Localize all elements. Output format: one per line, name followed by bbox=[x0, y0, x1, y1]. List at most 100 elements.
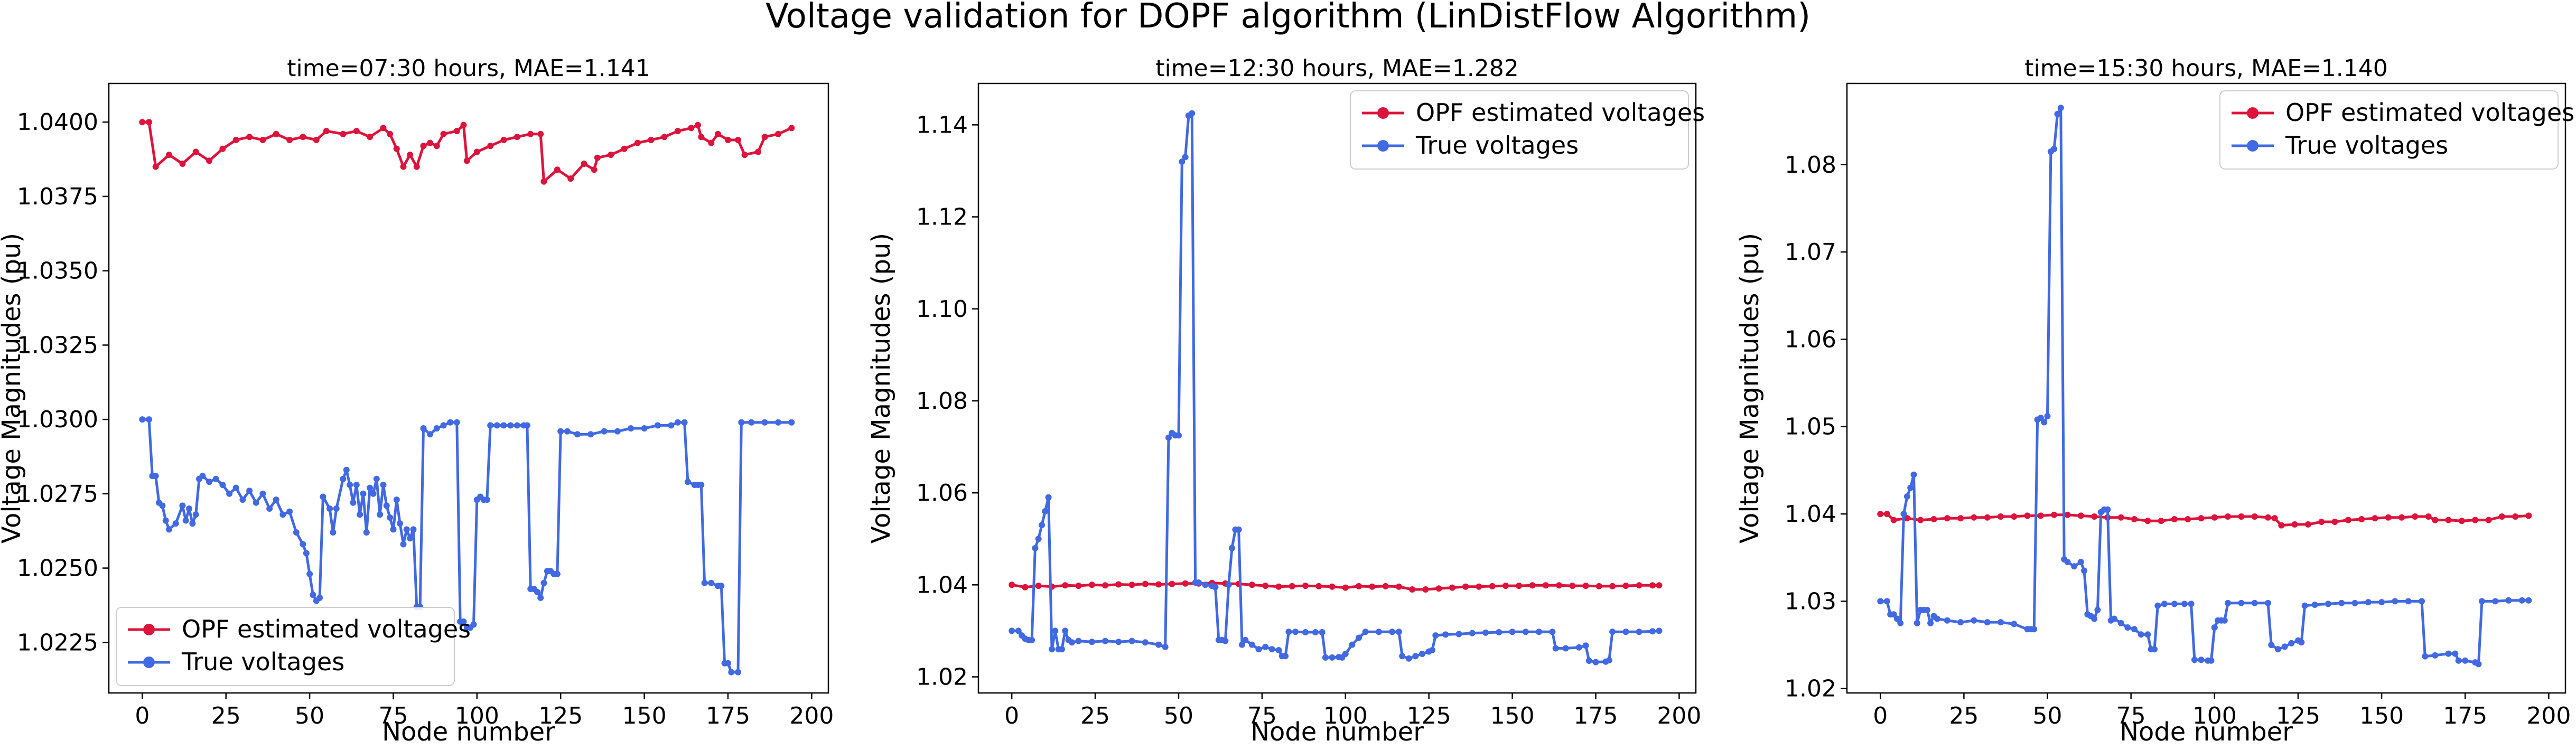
data-point bbox=[1115, 581, 1122, 588]
data-point bbox=[1395, 629, 1402, 635]
data-point bbox=[2041, 419, 2048, 426]
x-tick-label: 150 bbox=[1490, 702, 1535, 729]
data-point bbox=[1235, 526, 1242, 533]
data-point bbox=[1957, 619, 1964, 626]
data-point bbox=[2238, 513, 2245, 520]
series-opf-estimated bbox=[139, 119, 795, 185]
data-point bbox=[1302, 583, 1309, 589]
data-point bbox=[674, 128, 681, 135]
data-point bbox=[1582, 642, 1589, 649]
x-tick-label: 25 bbox=[211, 702, 241, 729]
series-true-voltages bbox=[139, 416, 795, 676]
x-tick-label: 50 bbox=[1164, 702, 1193, 729]
data-point bbox=[1649, 628, 1656, 635]
data-point bbox=[403, 526, 410, 533]
series-line bbox=[1880, 512, 2529, 527]
data-point bbox=[1924, 606, 1930, 613]
x-tick-label: 200 bbox=[2526, 702, 2571, 729]
chart-panel-3: time=15:30 hours, MAE=1.140 0 25 50 75 100 125… bbox=[1735, 55, 2574, 747]
x-tick-label: 25 bbox=[1080, 702, 1110, 729]
data-point bbox=[2525, 597, 2532, 604]
data-point bbox=[179, 502, 186, 509]
legend-entry: True voltages bbox=[181, 648, 344, 676]
data-point bbox=[591, 166, 598, 173]
data-point bbox=[2288, 640, 2295, 646]
data-point bbox=[1049, 646, 1055, 653]
data-point bbox=[2154, 602, 2161, 609]
data-point bbox=[1910, 471, 1917, 478]
series-opf-estimated bbox=[1877, 511, 2532, 529]
data-point bbox=[2181, 601, 2188, 607]
data-point bbox=[1045, 494, 1052, 501]
data-point bbox=[162, 517, 169, 524]
x-tick-label: 175 bbox=[2443, 702, 2487, 729]
x-tick-label: 0 bbox=[1004, 702, 1019, 729]
data-point bbox=[567, 175, 574, 182]
legend-marker bbox=[143, 624, 155, 635]
data-point bbox=[387, 130, 394, 137]
data-point bbox=[1944, 617, 1950, 624]
data-point bbox=[440, 422, 447, 429]
data-point bbox=[527, 130, 534, 137]
data-point bbox=[239, 496, 246, 503]
data-point bbox=[473, 148, 480, 155]
data-point bbox=[654, 422, 661, 429]
data-point bbox=[1649, 582, 1656, 589]
data-point bbox=[1971, 514, 1977, 521]
data-point bbox=[537, 594, 544, 601]
data-point bbox=[748, 419, 755, 426]
data-point bbox=[614, 428, 621, 435]
data-point bbox=[2385, 514, 2392, 521]
series-line bbox=[142, 120, 792, 183]
data-point bbox=[1496, 629, 1502, 635]
data-point bbox=[1282, 653, 1289, 660]
data-point bbox=[427, 139, 434, 146]
data-point bbox=[310, 592, 316, 598]
data-point bbox=[2091, 615, 2098, 622]
data-point bbox=[698, 482, 705, 488]
data-point bbox=[1419, 651, 1426, 657]
y-tick-label: 1.0375 bbox=[17, 183, 98, 210]
data-point bbox=[2221, 617, 2228, 624]
data-point bbox=[413, 163, 420, 170]
data-point bbox=[279, 511, 286, 518]
data-point bbox=[393, 496, 400, 503]
data-point bbox=[2458, 518, 2465, 524]
data-point bbox=[1656, 582, 1663, 589]
data-point bbox=[166, 152, 172, 158]
data-point bbox=[373, 475, 380, 482]
data-point bbox=[1542, 582, 1549, 589]
data-point bbox=[212, 475, 219, 482]
data-point bbox=[1449, 584, 1455, 591]
series-line bbox=[142, 418, 792, 674]
data-point bbox=[2188, 601, 2195, 607]
data-point bbox=[330, 529, 337, 536]
data-point bbox=[2094, 606, 2101, 613]
data-point bbox=[661, 134, 668, 140]
legend-entry: OPF estimated voltages bbox=[2285, 98, 2574, 127]
data-point bbox=[788, 419, 795, 426]
data-point bbox=[1984, 514, 1991, 521]
chart-title: time=07:30 hours, MAE=1.141 bbox=[287, 55, 650, 82]
legend-box bbox=[1350, 90, 1689, 170]
data-point bbox=[1883, 511, 1890, 518]
data-point bbox=[407, 535, 414, 542]
data-point bbox=[728, 669, 735, 676]
legend-entry: True voltages bbox=[2285, 131, 2448, 160]
data-point bbox=[1516, 583, 1523, 589]
data-point bbox=[440, 130, 447, 137]
data-point bbox=[1907, 484, 1914, 491]
data-point bbox=[1035, 583, 1042, 589]
data-point bbox=[1890, 611, 1897, 618]
data-point bbox=[1529, 582, 1536, 589]
data-point bbox=[1262, 643, 1269, 650]
data-point bbox=[1229, 545, 1235, 551]
data-point bbox=[581, 161, 587, 167]
data-point bbox=[1971, 617, 1977, 624]
data-point bbox=[166, 526, 172, 533]
data-point bbox=[2452, 650, 2459, 657]
data-point bbox=[534, 588, 540, 595]
data-point bbox=[1128, 638, 1135, 644]
legend-entry: OPF estimated voltages bbox=[1416, 98, 1705, 127]
